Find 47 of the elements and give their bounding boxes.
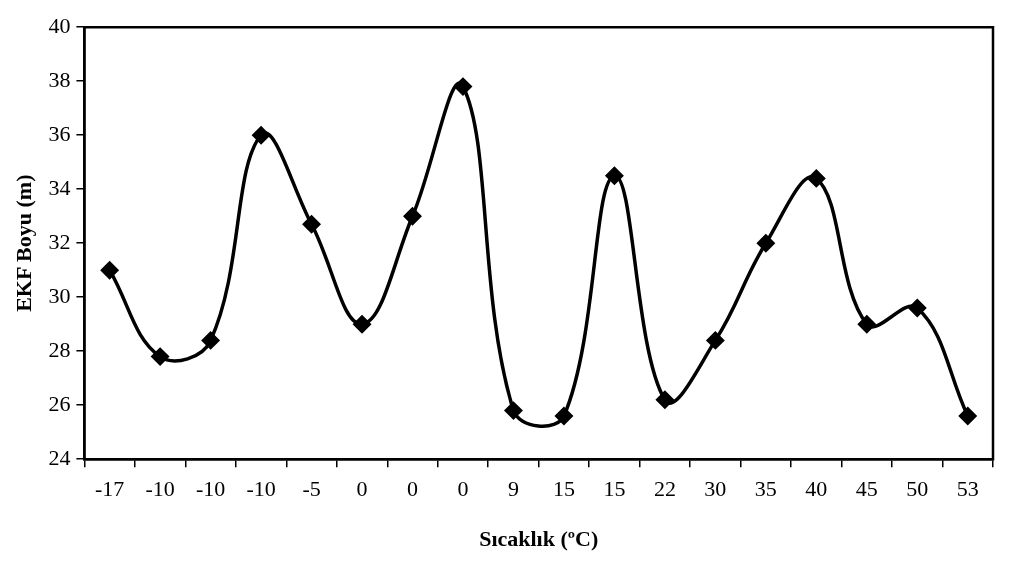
x-tick-label: 35: [754, 476, 777, 502]
y-tick-label: 32: [48, 228, 71, 254]
point: [656, 391, 674, 409]
point: [454, 77, 472, 96]
x-tick-label: 22: [653, 476, 676, 502]
x-tick-label: 9: [507, 476, 519, 502]
y-tick-label: 36: [48, 120, 71, 146]
x-tick-label: -10: [195, 476, 226, 502]
y-tick-label: 38: [48, 66, 71, 92]
point: [353, 315, 371, 333]
x-tick-label: -10: [246, 476, 276, 502]
point: [858, 315, 876, 333]
x-tick-label: 15: [552, 476, 575, 502]
y-tick-label: 24: [48, 444, 71, 470]
point: [555, 407, 573, 425]
x-tick-label: -17: [94, 476, 125, 502]
point: [757, 234, 775, 252]
point: [706, 331, 725, 350]
x-tick-label: 45: [855, 476, 878, 502]
x-tick-label: 40: [805, 476, 828, 502]
point: [100, 261, 119, 279]
y-tick-label: 40: [48, 12, 71, 38]
point: [201, 331, 220, 350]
y-tick-label: 30: [48, 282, 71, 308]
x-tick-label: 0: [356, 476, 368, 502]
x-tick-label: 0: [407, 476, 419, 502]
y-tick-label: 34: [48, 174, 71, 200]
x-tick-label: -5: [302, 476, 321, 502]
x-tick-label: 0: [457, 476, 469, 502]
x-tick-label: 30: [704, 476, 727, 502]
point: [151, 347, 169, 366]
y-axis-title: EKF Boyu (m): [10, 174, 36, 312]
y-tick-label: 28: [48, 336, 71, 362]
point: [302, 215, 321, 234]
x-tick-label: 53: [956, 476, 979, 502]
point: [807, 169, 826, 188]
point: [959, 407, 977, 425]
point: [605, 166, 624, 185]
point: [403, 207, 422, 225]
point: [252, 126, 270, 144]
x-axis-title: Sıcaklık (ºC): [479, 526, 599, 552]
y-tick-label: 26: [48, 390, 71, 416]
point: [908, 299, 927, 317]
x-tick-label: -10: [145, 476, 175, 502]
point: [504, 401, 523, 420]
x-tick-label: 15: [603, 476, 626, 502]
x-tick-label: 50: [906, 476, 929, 502]
